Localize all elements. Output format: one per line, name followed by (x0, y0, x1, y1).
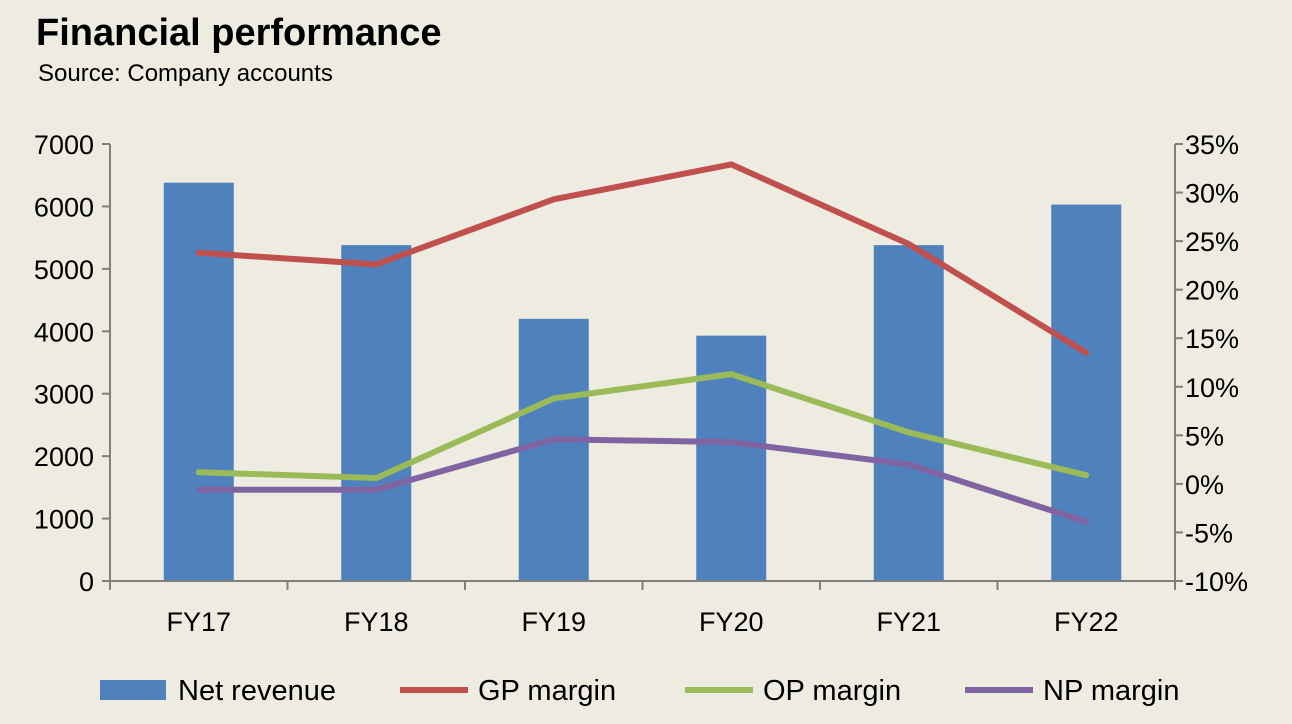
legend-label-np-margin: NP margin (1043, 675, 1179, 707)
right-tick-label: 5% (1185, 421, 1224, 451)
right-tick-label: -5% (1185, 518, 1233, 548)
bar-fy18 (341, 245, 412, 582)
chart-subtitle: Source: Company accounts (38, 60, 333, 87)
x-tick-label: FY18 (344, 607, 409, 637)
left-tick-label: 4000 (34, 317, 94, 347)
x-tick-label: FY21 (876, 607, 941, 637)
bar-fy19 (518, 318, 589, 581)
legend-label-net-revenue: Net revenue (178, 675, 336, 707)
bar-fy22 (1051, 204, 1122, 581)
left-tick-label: 1000 (34, 505, 94, 535)
left-tick-label: 2000 (34, 442, 94, 472)
line-series-group (195, 161, 1090, 525)
left-tick-label: 0 (79, 567, 94, 597)
bar-series-group (163, 182, 1122, 582)
left-tick-label: 7000 (34, 130, 94, 160)
line-series-np-margin (195, 436, 1090, 525)
bar-fy17 (163, 182, 234, 581)
chart-title: Financial performance (36, 12, 442, 54)
right-tick-label: 0% (1185, 470, 1224, 500)
right-tick-label: 35% (1185, 130, 1239, 160)
left-tick-label: 3000 (34, 380, 94, 410)
line-series-op-margin (195, 371, 1090, 482)
legend-swatch-net-revenue (100, 680, 166, 700)
right-tick-label: 15% (1185, 324, 1239, 354)
bar-fy21 (873, 245, 944, 582)
x-tick-label: FY20 (699, 607, 764, 637)
right-tick-label: 20% (1185, 276, 1239, 306)
right-tick-label: 25% (1185, 227, 1239, 257)
legend-label-gp-margin: GP margin (478, 675, 616, 707)
x-tick-label: FY22 (1054, 607, 1119, 637)
legend-label-op-margin: OP margin (763, 675, 901, 707)
right-tick-label: 30% (1185, 179, 1239, 209)
axes-group: 0 1000 2000 3000 4000 5000 6000 7000 -10% -5% 0% 5%… (34, 130, 1248, 637)
x-tick-label: FY17 (166, 607, 231, 637)
x-tick-label: FY19 (521, 607, 586, 637)
line-series-gp-margin (195, 161, 1090, 356)
right-tick-label: -10% (1185, 567, 1248, 597)
legend: Net revenue GP margin OP margin NP margin (100, 675, 1179, 707)
right-tick-label: 10% (1185, 373, 1239, 403)
left-tick-label: 6000 (34, 192, 94, 222)
left-tick-label: 5000 (34, 255, 94, 285)
